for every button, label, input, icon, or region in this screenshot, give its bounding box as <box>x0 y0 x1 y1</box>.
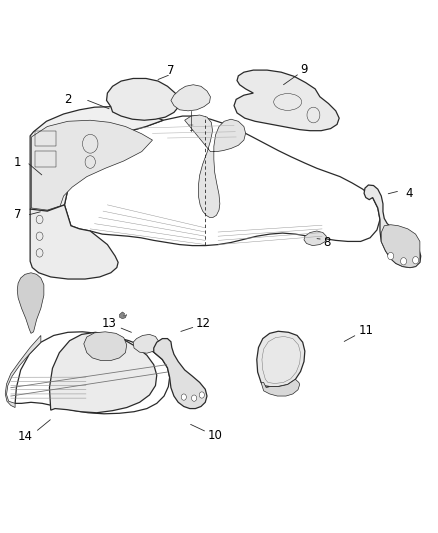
Polygon shape <box>32 120 152 210</box>
Text: 13: 13 <box>102 318 117 330</box>
Text: 1: 1 <box>14 156 21 168</box>
Circle shape <box>388 253 394 260</box>
Polygon shape <box>364 185 421 268</box>
Text: 2: 2 <box>64 93 72 106</box>
Polygon shape <box>30 107 163 211</box>
Polygon shape <box>120 312 127 319</box>
Polygon shape <box>49 332 157 413</box>
Circle shape <box>191 395 197 401</box>
Polygon shape <box>261 379 300 396</box>
Text: 4: 4 <box>405 187 413 200</box>
Circle shape <box>181 394 187 400</box>
Text: 14: 14 <box>18 430 32 443</box>
Polygon shape <box>5 335 41 408</box>
Text: 9: 9 <box>300 62 308 76</box>
Polygon shape <box>234 70 339 131</box>
Polygon shape <box>257 332 305 386</box>
Polygon shape <box>171 85 210 111</box>
Polygon shape <box>106 78 180 120</box>
Polygon shape <box>185 115 246 217</box>
Polygon shape <box>304 231 326 246</box>
Polygon shape <box>133 334 159 353</box>
Text: 11: 11 <box>358 324 373 337</box>
Text: 7: 7 <box>14 208 21 221</box>
Circle shape <box>401 257 406 265</box>
Text: 10: 10 <box>208 429 223 442</box>
Polygon shape <box>30 205 118 279</box>
Polygon shape <box>84 332 127 360</box>
Polygon shape <box>154 338 207 409</box>
Polygon shape <box>381 225 420 268</box>
Circle shape <box>413 256 419 264</box>
Polygon shape <box>17 273 44 333</box>
Text: 7: 7 <box>167 64 175 77</box>
Text: 8: 8 <box>324 236 331 249</box>
Text: 12: 12 <box>195 318 210 330</box>
Circle shape <box>199 392 205 398</box>
